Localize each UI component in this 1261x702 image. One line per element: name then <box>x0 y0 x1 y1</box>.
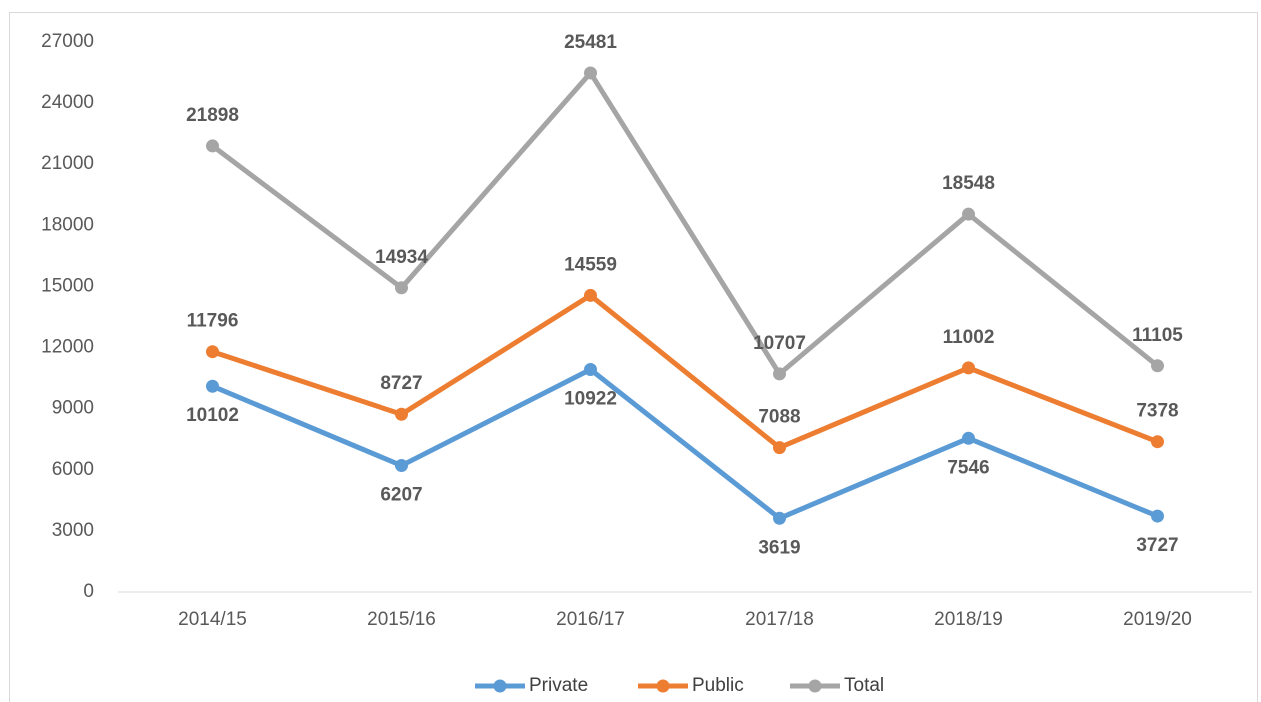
series-line <box>210 70 1160 377</box>
x-tick-label: 2016/17 <box>556 609 625 630</box>
data-point <box>1151 435 1164 449</box>
data-label: 25481 <box>564 32 617 53</box>
x-tick-label: 2015/16 <box>367 609 436 630</box>
data-point <box>584 66 597 80</box>
data-label: 7088 <box>758 407 800 428</box>
data-label: 10707 <box>753 333 806 354</box>
data-label: 11002 <box>943 327 995 348</box>
y-tick-label: 0 <box>83 581 94 602</box>
y-tick-label: 3000 <box>52 520 94 541</box>
series-line <box>211 292 1159 451</box>
data-point <box>206 345 219 359</box>
y-tick-label: 24000 <box>41 92 94 113</box>
data-point <box>395 281 408 295</box>
y-tick-label: 12000 <box>41 337 94 358</box>
legend-marker <box>656 679 670 693</box>
data-label: 11796 <box>187 311 239 332</box>
data-label: 3619 <box>758 537 800 558</box>
x-tick-label: 2018/19 <box>934 609 1003 630</box>
data-point <box>773 441 786 455</box>
y-tick-label: 6000 <box>52 459 94 480</box>
data-point <box>962 431 975 445</box>
data-label: 11105 <box>1132 325 1183 346</box>
data-point <box>584 363 597 377</box>
data-point <box>395 407 408 421</box>
legend-marker <box>493 679 507 693</box>
y-tick-label: 27000 <box>41 31 94 52</box>
data-point <box>1151 359 1164 373</box>
data-label: 7378 <box>1136 401 1178 422</box>
data-point <box>773 511 786 525</box>
data-point <box>584 288 597 302</box>
data-point <box>773 367 786 381</box>
legend-marker <box>808 679 822 693</box>
y-tick-label: 9000 <box>52 398 94 419</box>
data-point <box>395 459 408 473</box>
y-tick-label: 15000 <box>41 275 94 296</box>
data-point <box>962 207 975 221</box>
data-label: 10922 <box>564 389 617 410</box>
y-tick-label: 18000 <box>41 214 94 235</box>
x-tick-label: 2014/15 <box>178 609 247 630</box>
data-label: 8727 <box>380 373 422 394</box>
data-label: 7546 <box>947 457 989 478</box>
legend-label: Private <box>529 675 588 696</box>
y-tick-label: 21000 <box>41 153 94 174</box>
data-label: 14934 <box>375 247 428 268</box>
x-tick-label: 2017/18 <box>745 609 814 630</box>
chart-border <box>9 12 1258 702</box>
data-label: 6207 <box>380 485 422 506</box>
data-label: 3727 <box>1136 535 1178 556</box>
data-point <box>962 361 975 375</box>
data-label: 21898 <box>186 105 239 126</box>
data-point <box>1151 509 1164 523</box>
data-label: 18548 <box>942 173 995 194</box>
data-label: 10102 <box>186 405 239 426</box>
data-point <box>206 379 219 393</box>
legend-label: Public <box>692 675 744 696</box>
x-tick-label: 2019/20 <box>1123 609 1192 630</box>
legend-label: Total <box>844 675 884 696</box>
data-label: 14559 <box>564 254 617 275</box>
series-line <box>211 367 1159 521</box>
data-point <box>206 139 219 153</box>
